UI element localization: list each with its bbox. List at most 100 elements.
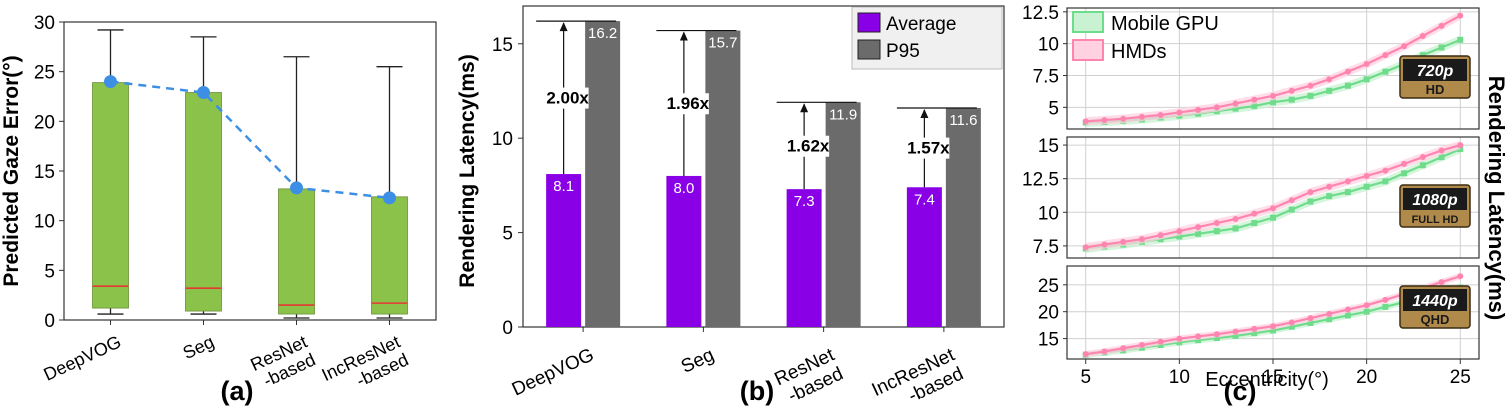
legend: Average P95 [851,6,1003,70]
series-marker-hmd [1138,113,1145,120]
badge-top [1403,188,1467,210]
panel-b-label: (b) [740,376,774,406]
subplot-2: 15 20 25 1440p QHD [1038,265,1480,360]
series-marker-mobile-gpu [1213,228,1220,235]
series-marker-hmd [1120,238,1127,245]
y-tick-label: 0 [44,311,55,332]
series-marker-hmd [1270,323,1276,330]
series-marker-hmd [1363,61,1370,68]
badge-top [1403,289,1467,311]
y-tick-label: 10 [492,129,513,150]
series-marker-mobile-gpu [1288,206,1295,213]
bar-value-label: 16.2 [588,25,617,42]
subplot-0: 5 7.5 10 12.5 720p HD [1022,3,1480,130]
series-marker-hmd [1344,68,1351,75]
series-marker-hmd [1120,345,1127,352]
series-marker-mobile-gpu [1382,178,1389,185]
series-marker-hmd [1176,109,1183,116]
x-tick-label: Seg [678,344,718,377]
bar-average [786,189,822,327]
series-marker-hmd [1419,154,1426,161]
bar-value-label: 7.3 [794,193,815,210]
bar-average [546,174,582,327]
ratio-arrow-head [800,103,809,113]
y-tick-label: 30 [34,13,55,34]
series-marker-mobile-gpu [1213,335,1220,342]
series-marker-hmd [1213,220,1220,227]
x-tick-label: 25 [1450,367,1471,388]
series-marker-mobile-gpu [1176,233,1183,240]
series-marker-mobile-gpu [1344,189,1351,196]
panel-a-box-plot: 0 5 10 15 20 25 30 Predicted Gaze Error(°) DeepV… [0,13,437,392]
bar-p95 [585,21,621,327]
series-marker-hmd [1326,76,1333,83]
series-marker-hmd [1195,106,1202,113]
series-marker-hmd [1288,197,1295,204]
x-tick-label: ResNet-based [247,331,318,392]
series-marker-mobile-gpu [1288,96,1295,103]
bar-value-label: 15.7 [708,35,737,52]
series-marker-mobile-gpu [1307,198,1314,205]
legend-swatch-mobile-gpu [1072,11,1104,33]
legend-label-hmd: HMDs [1111,41,1167,63]
series-marker-hmd [1101,348,1108,355]
y-tick-label: 10 [34,212,55,233]
resolution-badge-icon: 720p HD [1399,55,1471,99]
y-tick-label: 0 [502,318,513,339]
x-tick-label: DeepVOG [509,344,597,400]
series-marker-hmd [1382,296,1389,303]
series-marker-hmd [1176,335,1183,342]
series-marker-hmd [1288,319,1295,326]
series-marker-hmd [1232,328,1239,335]
series-marker-hmd [1120,115,1127,122]
bar-p95 [705,30,741,327]
series-marker-hmd [1326,310,1333,317]
series-marker-mobile-gpu [1419,52,1426,59]
badge-resolution: 720p [1417,63,1454,80]
bar-p95 [825,102,861,327]
series-marker-mobile-gpu [1307,92,1314,99]
panel-c-label: (c) [1224,376,1257,406]
series-marker-mobile-gpu [1363,76,1370,83]
axes-frame [1066,136,1480,259]
panel-c-ylabel: Rendering Latency(ms) [1484,76,1509,321]
bar-value-label: 8.0 [673,180,694,197]
series-marker-mobile-gpu [1195,337,1202,344]
series-marker-hmd [1438,22,1445,29]
resolution-badge-icon: 1080p FULL HD [1399,184,1471,228]
y-tick-label: 7.5 [1033,237,1059,258]
series-marker-hmd [1363,302,1370,309]
series-marker-hmd [1307,315,1314,322]
series-marker-hmd [1307,82,1314,89]
bar-average [906,187,942,327]
series-marker-mobile-gpu [1326,87,1333,94]
series-marker-hmd [1401,43,1408,50]
box-0 [92,82,129,309]
mean-point [104,75,117,89]
ratio-label: 1.96x [667,94,710,113]
series-marker-mobile-gpu [1438,154,1445,161]
series-marker-hmd [1082,351,1089,358]
series-marker-hmd [1326,183,1333,190]
ratio-label-bg [779,135,830,157]
y-tick-label: 12.5 [1022,170,1059,191]
bar-value-label: 11.9 [829,106,857,123]
ratio-arrow-head [679,31,688,41]
series-marker-hmd [1082,118,1089,125]
series-marker-hmd [1251,210,1258,217]
mean-point [290,181,303,195]
series-marker-hmd [1195,224,1202,231]
series-marker-hmd [1157,232,1164,239]
series-marker-mobile-gpu [1176,339,1183,346]
legend-label-average: Average [886,14,956,35]
x-tick-label: IncResNet-based [869,344,968,409]
bar-p95 [945,107,981,327]
y-axis-label: Rendering Latency(ms) [456,54,479,287]
legend-label-p95: P95 [886,41,920,62]
series-marker-mobile-gpu [1270,327,1276,334]
y-tick-label: 25 [34,63,55,84]
badge-resolution: 1080p [1412,192,1458,209]
series-marker-hmd [1344,178,1351,185]
ratio-label-bg [658,93,709,115]
